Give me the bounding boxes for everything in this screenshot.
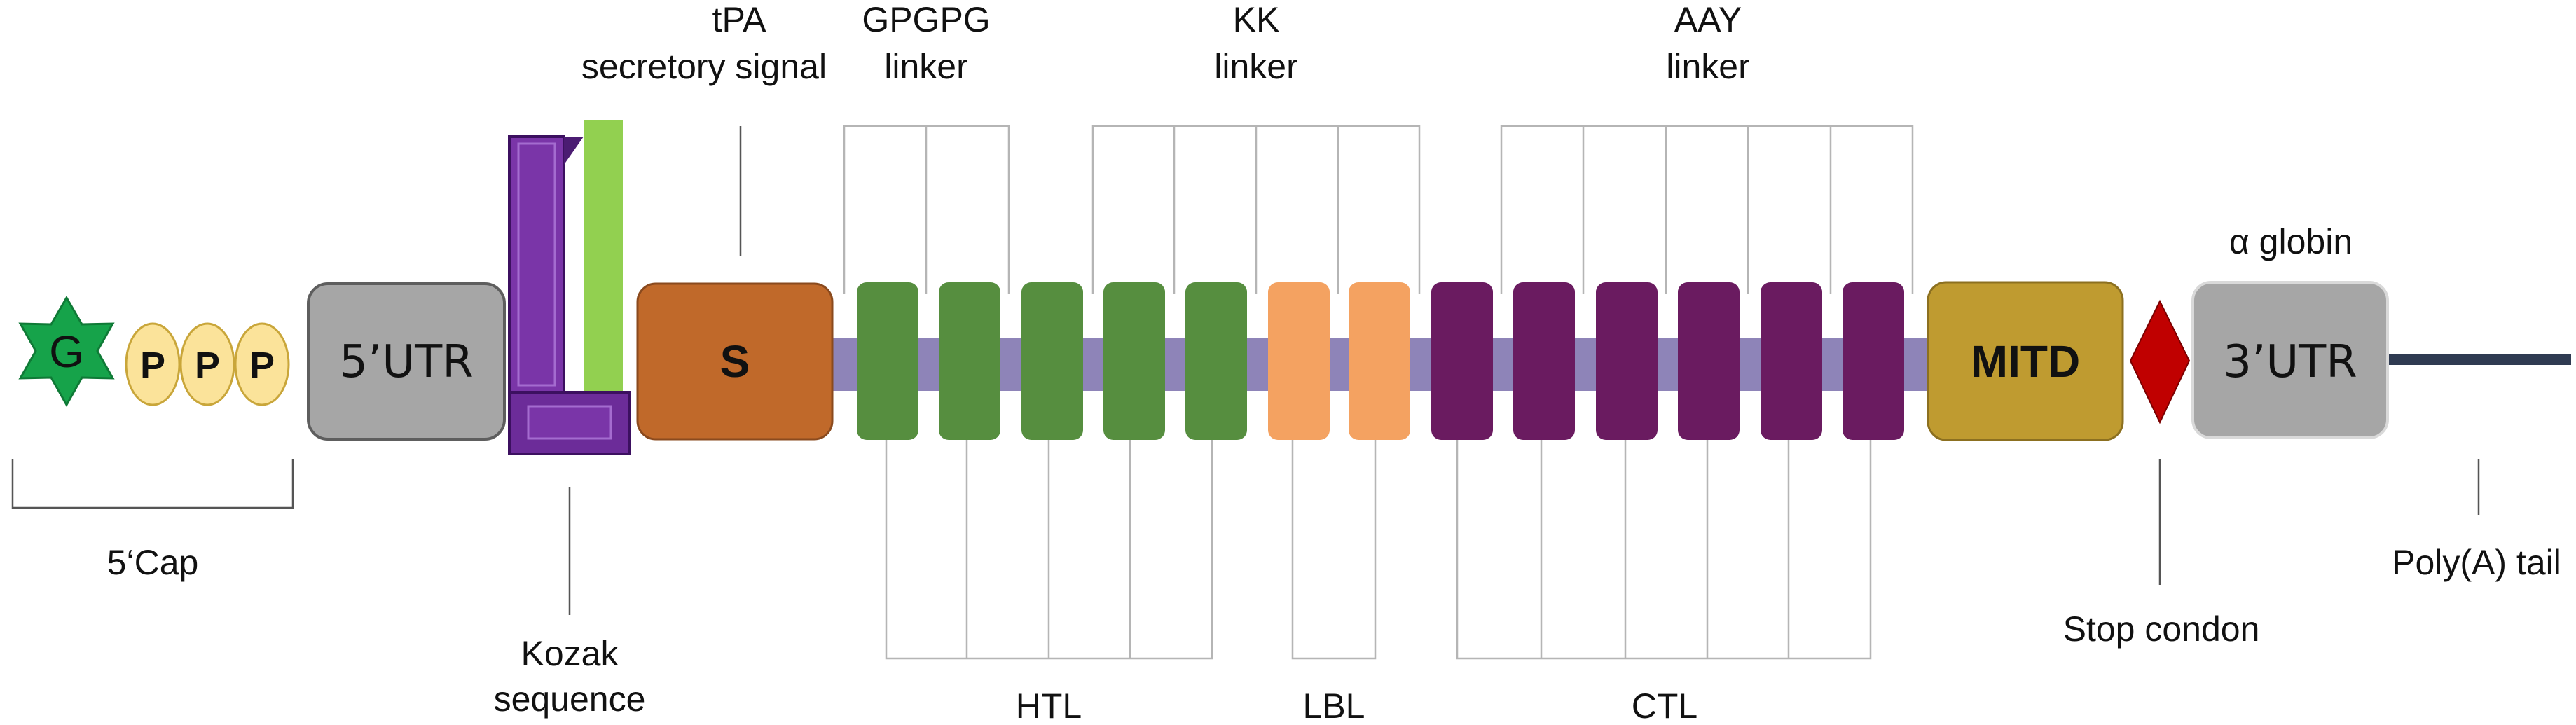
cap-g-star-shape (18, 296, 115, 408)
gpgpg-linker-label-line1: GPGPG (862, 0, 990, 39)
kk-linker-label-line1: KK (1233, 0, 1280, 39)
htl-epitope-1 (857, 282, 918, 440)
polya-label: Poly(A) tail (2392, 543, 2561, 582)
gpgpg-linker-bracket (843, 125, 1010, 294)
utr3-label: 3’UTR (2223, 336, 2357, 388)
htl-epitope-3 (1021, 282, 1083, 440)
htl-epitope-2 (939, 282, 1000, 440)
kk-linker-label-line2: linker (1214, 47, 1297, 86)
ctl-epitope-2 (1513, 282, 1575, 440)
ctl-epitope-3 (1596, 282, 1658, 440)
kozak-purple-bevel (564, 137, 584, 165)
cap-g-label: G (49, 326, 84, 377)
ctl-bracket (1456, 434, 1872, 660)
aay-linker-bracket (1500, 125, 1914, 294)
lbl-group-label: LBL (1303, 686, 1365, 725)
utr3-top-label: α globin (2229, 222, 2353, 261)
kozak-label-line1: Kozak (521, 634, 619, 673)
kk-linker-bracket (1091, 125, 1421, 294)
aay-linker-label-line2: linker (1666, 47, 1749, 86)
ctl-epitope-5 (1761, 282, 1822, 440)
htl-epitope-5 (1185, 282, 1247, 440)
ctl-epitope-6 (1843, 282, 1904, 440)
signal-peptide-box (636, 282, 834, 441)
cap-p-oval-3 (234, 322, 290, 406)
aay-linker-label-line1: AAY (1674, 0, 1742, 39)
poly-a-tail-line (2382, 354, 2571, 365)
signal-peptide-label: S (720, 336, 750, 387)
mitd-label: MITD (1971, 336, 2080, 387)
utr3-box (2191, 281, 2389, 439)
cap-bracket (11, 459, 294, 509)
utr5-label: 5’UTR (339, 336, 473, 388)
lbl-epitope-2 (1349, 282, 1410, 440)
utr5-box (307, 282, 506, 441)
cap-p-oval-2 (179, 322, 235, 406)
cap-p-label-1: P (140, 345, 165, 387)
cap-bracket-label: 5‘Cap (107, 543, 199, 582)
lbl-bracket (1291, 434, 1377, 660)
ctl-group-label: CTL (1632, 686, 1697, 725)
ctl-epitope-4 (1678, 282, 1740, 440)
lbl-epitope-1 (1268, 282, 1330, 440)
cap-p-label-2: P (195, 345, 220, 387)
stop-codon-diamond (2129, 299, 2191, 424)
htl-epitope-4 (1103, 282, 1165, 440)
kozak-green-bar (584, 120, 623, 392)
htl-bracket (885, 434, 1213, 660)
mitd-box (1927, 281, 2124, 441)
stop-codon-label: Stop condon (2063, 609, 2260, 649)
cap-p-oval-1 (125, 322, 181, 406)
tpa-label-line2: secretory signal (581, 47, 827, 86)
tpa-label-line1: tPA (712, 0, 767, 39)
kozak-purple-vertical-highlight (517, 142, 556, 387)
cap-p-label-3: P (249, 345, 275, 387)
kozak-label-line2: sequence (494, 679, 646, 719)
gpgpg-linker-label-line2: linker (884, 47, 967, 86)
htl-group-label: HTL (1016, 686, 1082, 725)
kozak-purple-base-inner (527, 405, 612, 440)
ctl-epitope-1 (1431, 282, 1493, 440)
